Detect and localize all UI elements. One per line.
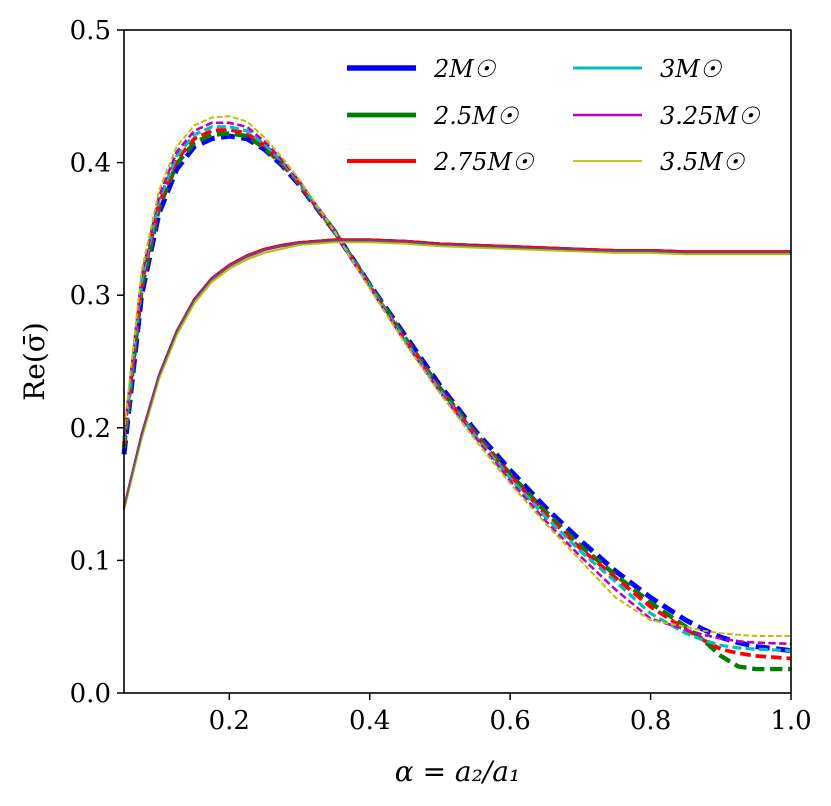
series-solid-line — [122, 238, 791, 508]
legend-label: 3M☉ — [660, 55, 723, 83]
legend-label: 3.5M☉ — [660, 148, 746, 176]
series-solid-line — [122, 238, 791, 508]
series-solid-line — [122, 239, 791, 509]
y-tick-label: 0.3 — [70, 281, 111, 311]
x-tick-label: 0.4 — [349, 706, 390, 736]
series-dashed-line — [123, 115, 791, 637]
legend-label: 3.25M☉ — [660, 102, 761, 130]
plot-lines — [121, 115, 792, 672]
series-dashed-line — [122, 127, 792, 661]
plot-frame — [123, 29, 792, 694]
series-solid-line — [122, 241, 791, 511]
x-tick-label: 1.0 — [770, 706, 811, 736]
x-axis-label: α = a₂/a₁ — [395, 755, 520, 788]
x-tick-label: 0.6 — [489, 706, 530, 736]
legend-label: 2.75M☉ — [433, 148, 535, 176]
y-tick-label: 0.5 — [70, 16, 111, 46]
y-tick-label: 0.0 — [70, 679, 111, 709]
x-tick-label: 0.8 — [630, 706, 671, 736]
series-dashed-line — [122, 125, 792, 653]
legend-label: 2.5M☉ — [433, 102, 520, 130]
y-tick-label: 0.1 — [70, 546, 111, 576]
legend-label: 2M☉ — [433, 55, 497, 83]
series-dashed-line — [121, 131, 791, 672]
series-solid-line — [122, 238, 791, 508]
y-tick-label: 0.2 — [70, 414, 111, 444]
series-solid-line — [122, 239, 791, 509]
series-solid-overlay-line — [123, 240, 791, 509]
x-tick-label: 0.2 — [209, 706, 250, 736]
axis-ticks: 0.2 0.4 0.6 0.8 1.0 0.0 0.1 0.2 0.3 0.4 0.5 — [70, 16, 812, 736]
y-tick-label: 0.4 — [70, 149, 111, 179]
legend: 2M☉ 2.5M☉ 2.75M☉ 3M☉ 3.25M☉ 3.5M☉ — [347, 55, 761, 176]
y-axis-label: Re(σ̄) — [18, 322, 51, 401]
series-dashed-line — [122, 121, 792, 646]
series-dashed-line — [121, 133, 792, 654]
